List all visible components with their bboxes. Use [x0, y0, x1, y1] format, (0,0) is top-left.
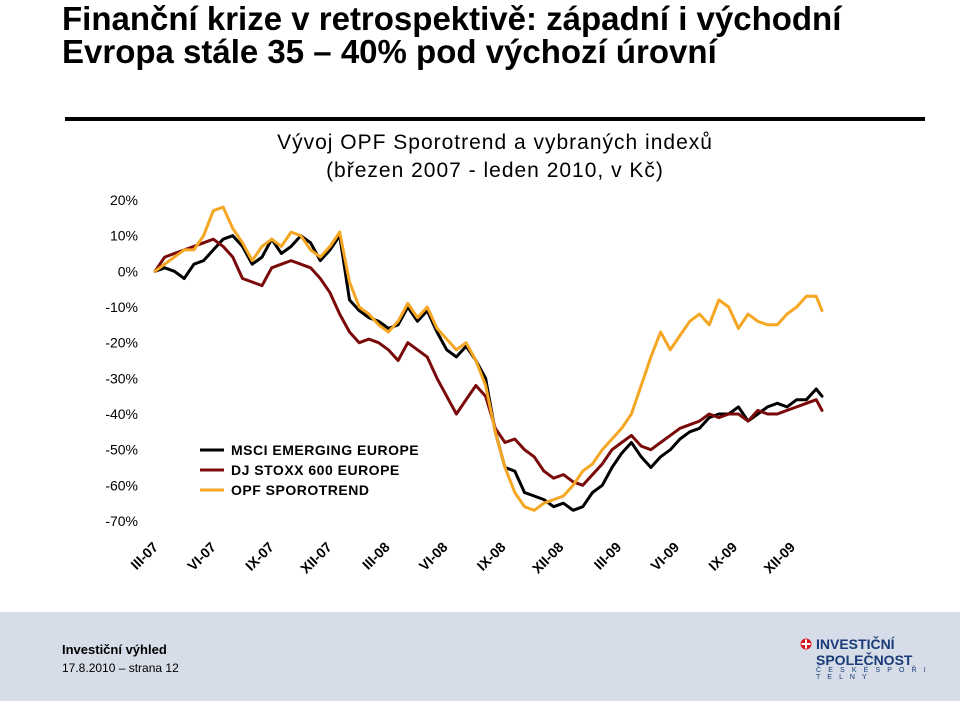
footer-title: Investiční výhled — [62, 642, 167, 657]
legend-label: OPF SPOROTREND — [231, 482, 369, 498]
y-tick-label: -60% — [105, 477, 138, 493]
footer-band — [0, 612, 960, 701]
logo-line-1: INVESTIČNÍ — [816, 636, 895, 652]
y-tick-label: -70% — [105, 513, 138, 529]
x-tick-label: III-07 — [127, 539, 161, 573]
chart-title: Vývoj OPF Sporotrend a vybraných indexů — [277, 131, 713, 154]
x-tick-label: IX-09 — [705, 539, 740, 574]
y-tick-label: 0% — [118, 263, 138, 279]
legend-label: DJ STOXX 600 EUROPE — [231, 462, 400, 478]
x-tick-label: XII-09 — [760, 539, 798, 577]
y-tick-label: -20% — [105, 335, 138, 351]
x-tick-label: VI-07 — [184, 539, 219, 574]
x-tick-label: III-08 — [359, 539, 393, 573]
y-tick-label: -30% — [105, 370, 138, 386]
y-tick-label: 10% — [110, 228, 138, 244]
series-line-3 — [153, 205, 824, 512]
logo-line-2: SPOLEČNOST — [816, 652, 913, 668]
x-tick-label: VI-08 — [416, 539, 451, 574]
logo-mark-icon — [800, 638, 812, 650]
y-tick-label: -50% — [105, 442, 138, 458]
footer-date-page: 17.8.2010 – strana 12 — [62, 661, 179, 675]
x-tick-label: VI-09 — [647, 539, 682, 574]
x-tick-label: IX-08 — [474, 539, 509, 574]
x-tick-label: XII-08 — [529, 539, 567, 577]
x-tick-label: XII-07 — [297, 539, 335, 577]
logo-line-3: Č E S K É S P O Ř I T E L N Y — [816, 667, 929, 681]
title-divider — [65, 117, 925, 121]
y-tick-label: 20% — [110, 192, 138, 208]
slide-title: Finanční krize v retrospektivě: západní … — [62, 0, 842, 70]
chart-subtitle: (březen 2007 - leden 2010, v Kč) — [326, 159, 664, 182]
x-tick-label: III-09 — [591, 539, 625, 573]
x-tick-label: IX-07 — [242, 539, 277, 574]
company-logo: INVESTIČNÍ SPOLEČNOST Č E S K É S P O Ř … — [800, 636, 930, 681]
line-chart: 20% 10% 0% -10% -20% -30% -40% -50% -60% -70% III-… — [105, 192, 824, 577]
y-tick-label: -40% — [105, 406, 138, 422]
y-tick-label: -10% — [105, 299, 138, 315]
legend-label: MSCI EMERGING EUROPE — [231, 442, 419, 458]
